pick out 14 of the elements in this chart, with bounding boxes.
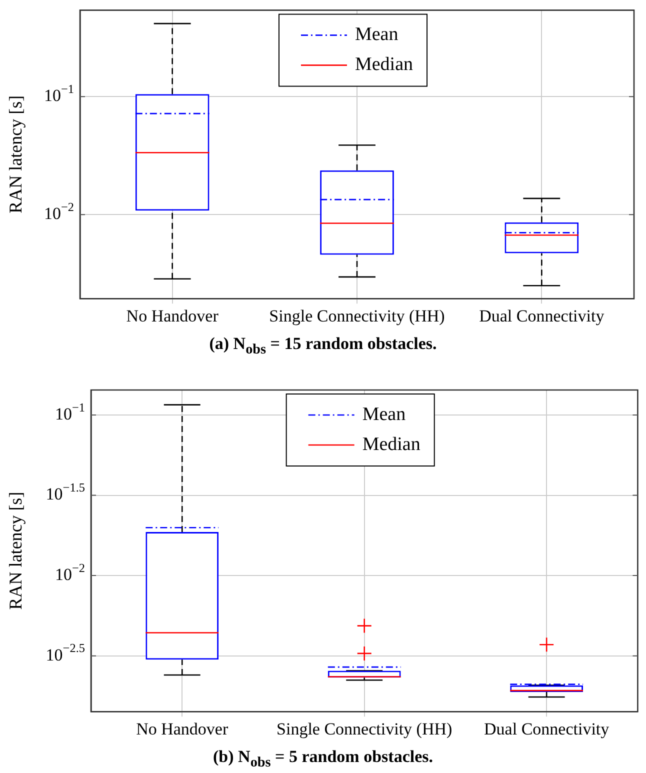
x-tick-label: No Handover [126,306,219,326]
legend-label: Mean [362,404,406,425]
x-tick-label: Single Connectivity (HH) [269,306,445,326]
y-axis-title: RAN latency [s] [6,492,26,610]
legend-label: Mean [354,24,399,46]
text: (b) N$_{obs}$ = 5 random obstacles. [212,746,434,772]
text: (a) N$_{obs}$ = 15 random obstacles. [208,333,438,360]
legend-label: Median [354,54,414,76]
x-tick-label: Dual Connectivity [484,719,610,738]
legend-label: Median [362,434,421,455]
x-tick-label: Single Connectivity (HH) [276,719,452,738]
x-tick-label: No Handover [136,719,228,738]
x-tick-label: Dual Connectivity [479,306,605,326]
y-axis-title: RAN latency [s] [6,95,26,214]
